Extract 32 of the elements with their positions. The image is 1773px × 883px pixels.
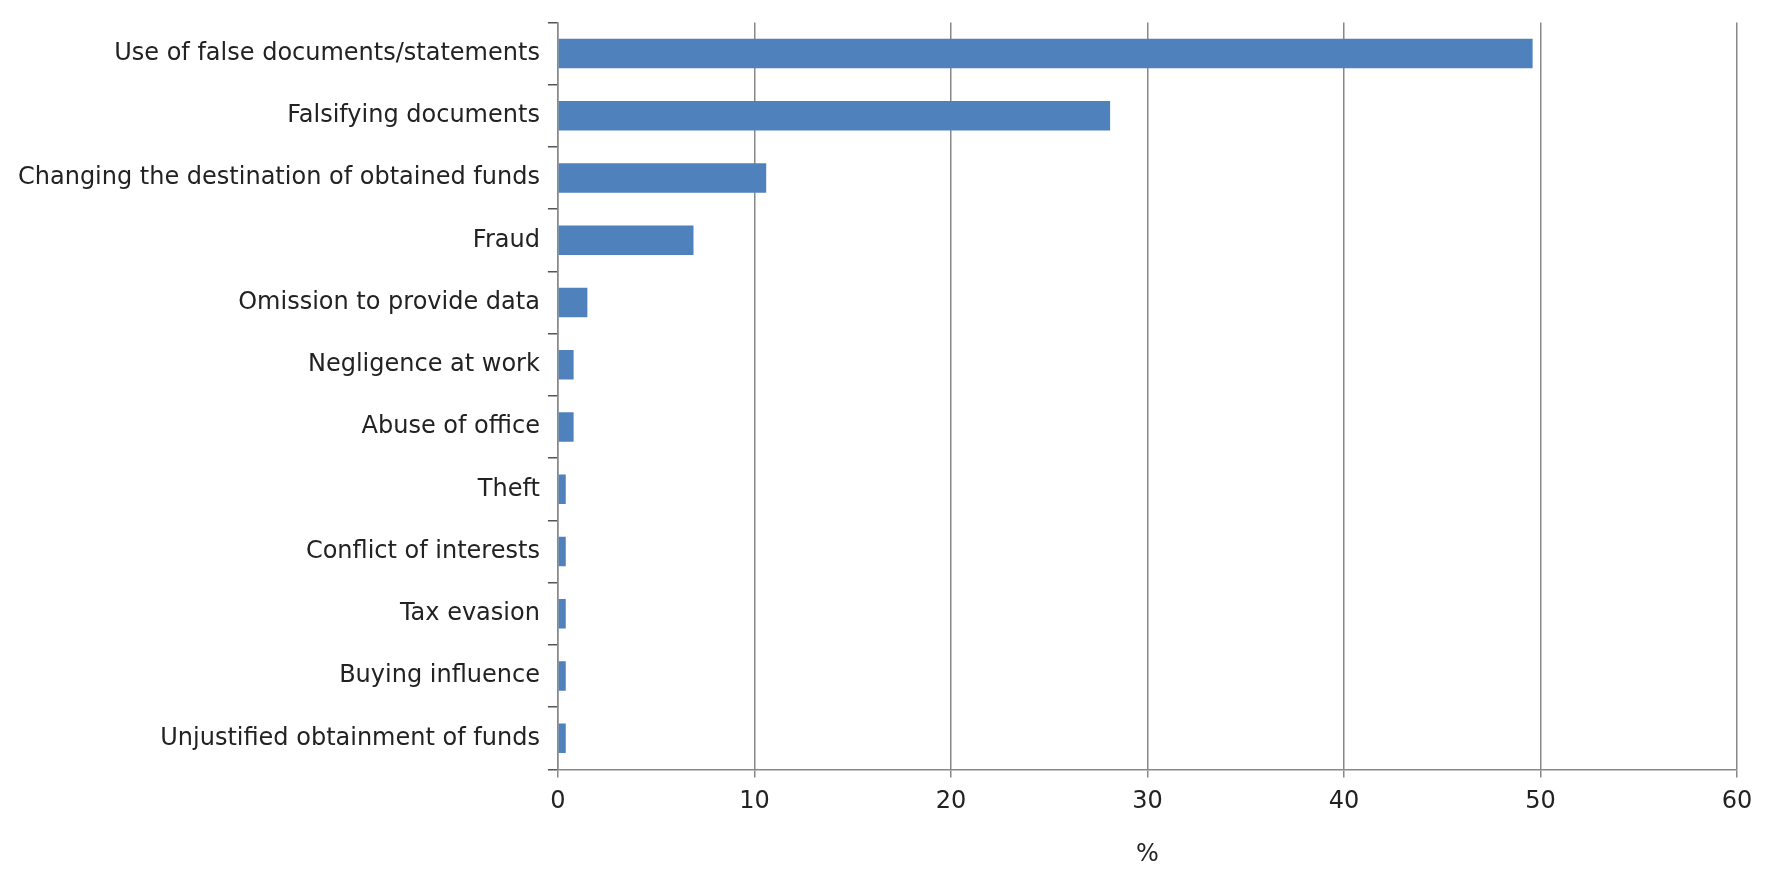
y-tick-label: Omission to provide data: [238, 286, 540, 315]
bar: [558, 723, 566, 754]
bar: [558, 225, 694, 256]
x-tick-label: 0: [550, 786, 566, 815]
y-tick-label: Fraud: [472, 224, 540, 253]
y-tick-label: Abuse of office: [361, 411, 540, 440]
bar: [558, 349, 574, 380]
bar: [558, 474, 566, 505]
bar: [558, 536, 566, 567]
x-tick-label: 30: [1132, 786, 1163, 815]
y-tick-label: Buying influence: [339, 660, 540, 689]
x-tick-label: 10: [739, 786, 770, 815]
y-tick-label: Falsifying documents: [287, 100, 540, 129]
y-tick-label: Unjustified obtainment of funds: [160, 722, 540, 751]
bar: [558, 412, 574, 442]
y-tick-label: Conflict of interests: [305, 535, 540, 564]
x-tick-label: 50: [1525, 786, 1556, 815]
x-tick-label: 40: [1328, 786, 1360, 815]
x-tick-label: 20: [935, 786, 967, 815]
bar: [558, 661, 566, 691]
bar: [558, 287, 588, 318]
bar: [558, 38, 1533, 69]
bar: [558, 163, 767, 193]
bar: [558, 598, 566, 629]
y-tick-label: Tax evasion: [398, 598, 540, 627]
y-tick-label: Theft: [476, 473, 540, 502]
y-tick-label: Negligence at work: [307, 349, 540, 378]
x-tick-label: 60: [1721, 786, 1753, 815]
x-axis-title: %: [1136, 838, 1159, 867]
y-tick-label: Use of false documents/statements: [114, 37, 540, 66]
bar: [558, 100, 1111, 131]
y-tick-label: Changing the destination of obtained funds: [17, 162, 540, 191]
